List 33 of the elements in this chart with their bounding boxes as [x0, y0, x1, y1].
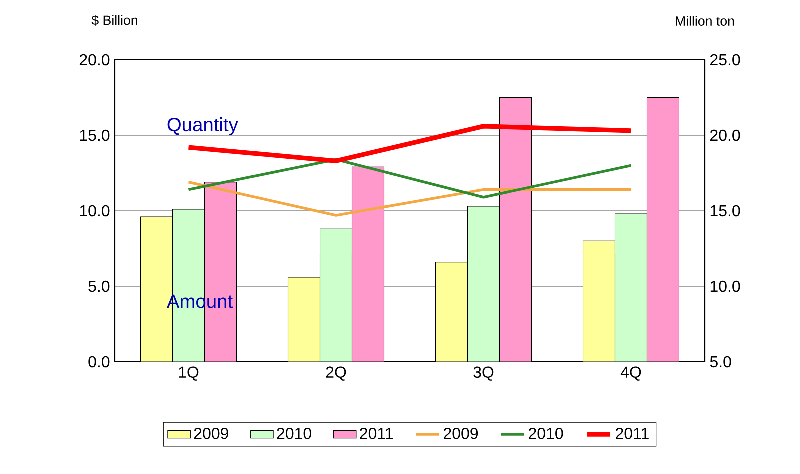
x-tick-label: 4Q	[620, 366, 642, 381]
y-tick-label: 0.0	[88, 356, 110, 368]
line-series	[187, 158, 633, 199]
y2-tick-label: 5.0	[710, 356, 732, 368]
legend-label: 2010	[529, 428, 564, 440]
y2-tick-label: 10.0	[710, 280, 740, 292]
bar	[646, 97, 680, 362]
x-tick-label: 3Q	[474, 366, 494, 381]
bar	[320, 228, 353, 362]
bar	[288, 277, 321, 362]
x-tick-label: 2Q	[326, 366, 346, 381]
legend-label: 2009	[194, 428, 228, 440]
bar	[352, 166, 385, 362]
y-axis-title: $ Billion	[92, 15, 138, 26]
bar	[435, 262, 468, 362]
legend-label: 2011	[360, 428, 394, 440]
y2-axis-title: Million ton	[676, 16, 734, 26]
legend-label: 2009	[444, 428, 478, 440]
y-tick-label: 5.0	[88, 280, 110, 292]
y-tick-label: 15.0	[80, 130, 110, 142]
y2-tick-label: 15.0	[710, 205, 740, 217]
y2-tick-label: 20.0	[710, 130, 740, 142]
y-tick-label: 20.0	[80, 54, 110, 66]
y2-tick-label: 25.0	[710, 54, 740, 66]
bar	[614, 214, 648, 362]
bar	[467, 206, 500, 362]
x-tick-label: 1Q	[179, 366, 199, 381]
bar	[582, 240, 616, 362]
y-tick-label: 10.0	[80, 205, 110, 217]
annotation: Quantity	[168, 117, 238, 136]
bar	[499, 97, 532, 362]
legend-label: 2010	[277, 428, 312, 440]
legend-label: 2011	[616, 428, 649, 440]
